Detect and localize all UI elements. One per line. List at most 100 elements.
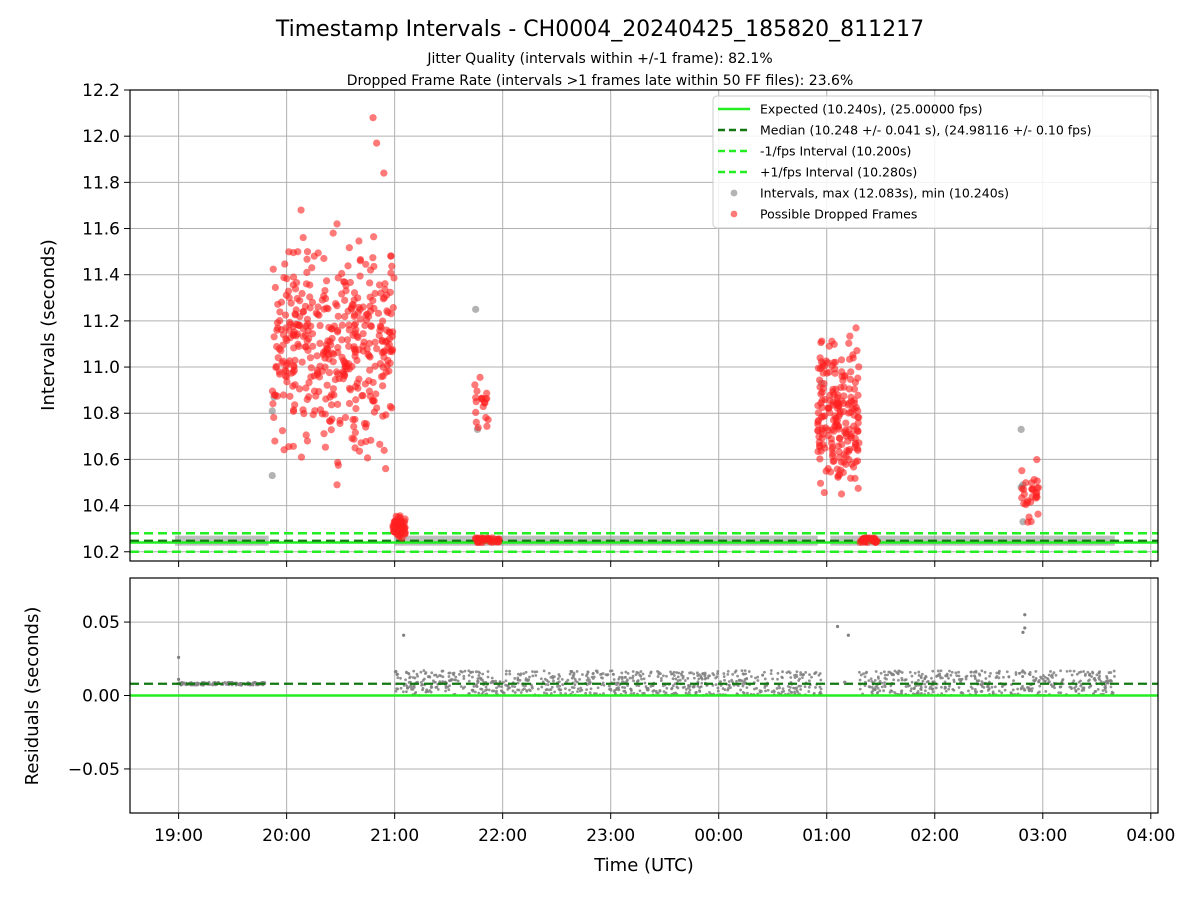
intervals-reference-lines bbox=[130, 532, 1158, 554]
residual-point bbox=[1088, 678, 1091, 682]
dropped-frame-point bbox=[272, 363, 280, 372]
dropped-frame-point bbox=[350, 422, 358, 431]
residual-point bbox=[1021, 675, 1024, 678]
residual-point bbox=[777, 684, 781, 687]
residual-point bbox=[1059, 691, 1063, 695]
residual-point bbox=[714, 676, 718, 680]
dropped-frame-point bbox=[369, 397, 377, 405]
dropped-frame-point bbox=[269, 265, 277, 273]
dropped-frame-point bbox=[373, 139, 381, 147]
dropped-frame-point bbox=[379, 382, 387, 390]
dropped-frame-point bbox=[384, 343, 392, 351]
residual-point bbox=[534, 674, 538, 677]
residual-point bbox=[873, 678, 877, 682]
dropped-frame-point bbox=[829, 398, 837, 406]
residual-point bbox=[737, 679, 741, 682]
residual-point bbox=[660, 676, 663, 680]
residual-point bbox=[949, 673, 953, 677]
dropped-frame-point bbox=[476, 373, 484, 381]
residual-point bbox=[801, 673, 805, 676]
residual-point bbox=[655, 691, 659, 695]
residual-point bbox=[790, 691, 794, 694]
residual-point bbox=[590, 675, 594, 679]
residual-point bbox=[912, 687, 916, 691]
dropped-frame-point bbox=[833, 417, 841, 425]
residual-point bbox=[969, 674, 973, 678]
residual-point bbox=[626, 672, 630, 675]
dropped-frame-point bbox=[358, 392, 366, 400]
residual-point bbox=[419, 670, 423, 674]
residual-point bbox=[638, 689, 642, 693]
residual-point bbox=[617, 686, 620, 689]
dropped-frame-point bbox=[308, 298, 317, 306]
dropped-frame-point bbox=[379, 317, 387, 325]
residual-point bbox=[463, 669, 467, 673]
dropped-frame-point bbox=[326, 337, 334, 346]
residual-point bbox=[623, 675, 627, 679]
residual-point bbox=[889, 689, 893, 692]
residual-point bbox=[788, 685, 792, 689]
dropped-frame-point bbox=[860, 534, 868, 543]
residual-point bbox=[472, 685, 476, 688]
dropped-frame-point bbox=[321, 286, 329, 295]
residual-point bbox=[699, 676, 703, 679]
y-tick-label: 10.6 bbox=[82, 450, 120, 470]
residual-point bbox=[776, 671, 780, 675]
residual-point bbox=[481, 672, 485, 676]
dropped-frame-point bbox=[374, 309, 383, 317]
residual-point bbox=[878, 689, 882, 693]
dropped-frame-point bbox=[327, 426, 335, 434]
residual-point bbox=[988, 674, 991, 678]
residual-point bbox=[644, 685, 648, 688]
dropped-frame-point bbox=[383, 337, 391, 345]
dropped-frame-point bbox=[347, 304, 355, 312]
residual-outlier-point bbox=[1023, 626, 1027, 630]
residual-point bbox=[746, 691, 749, 695]
residual-point bbox=[475, 682, 478, 686]
dropped-frame-point bbox=[850, 385, 859, 393]
residual-point bbox=[803, 685, 807, 689]
dropped-frame-point bbox=[854, 391, 862, 399]
residual-outlier-point bbox=[835, 624, 840, 629]
residual-point bbox=[457, 673, 461, 676]
residual-point bbox=[810, 675, 813, 679]
dropped-frame-point bbox=[320, 430, 328, 438]
dropped-frame-point bbox=[380, 353, 388, 361]
dropped-frame-point bbox=[271, 437, 279, 445]
residual-point bbox=[906, 684, 910, 688]
residual-point bbox=[558, 674, 562, 678]
residual-point bbox=[607, 684, 611, 688]
residual-point bbox=[665, 674, 668, 678]
dropped-frame-point bbox=[818, 434, 826, 442]
residual-point bbox=[570, 670, 574, 673]
dropped-frame-point bbox=[369, 296, 377, 305]
residual-point bbox=[913, 671, 917, 675]
residual-point bbox=[491, 679, 495, 683]
dropped-frame-point bbox=[274, 354, 282, 362]
residual-point bbox=[893, 691, 897, 694]
dropped-frame-point bbox=[321, 410, 329, 418]
dropped-frame-point bbox=[307, 373, 315, 381]
residual-point bbox=[879, 671, 883, 675]
residual-point bbox=[430, 686, 434, 689]
dropped-frame-point bbox=[321, 347, 329, 355]
residual-point bbox=[679, 672, 683, 676]
dropped-frame-point bbox=[822, 467, 830, 475]
residual-point bbox=[542, 691, 546, 695]
residual-point bbox=[485, 688, 489, 692]
dropped-frame-point bbox=[852, 403, 860, 412]
residual-point bbox=[659, 672, 662, 675]
residual-point bbox=[917, 670, 921, 674]
residual-point bbox=[944, 674, 947, 678]
residual-point bbox=[716, 689, 720, 693]
residual-point bbox=[1043, 675, 1047, 679]
residual-point bbox=[1065, 670, 1069, 673]
residual-point bbox=[944, 689, 948, 693]
residual-point bbox=[793, 690, 797, 694]
residual-point bbox=[612, 689, 616, 693]
dropped-frame-point bbox=[338, 336, 346, 344]
residual-point bbox=[1090, 675, 1094, 678]
residual-point bbox=[642, 677, 646, 681]
residual-point bbox=[629, 689, 633, 693]
residual-point bbox=[701, 672, 704, 676]
